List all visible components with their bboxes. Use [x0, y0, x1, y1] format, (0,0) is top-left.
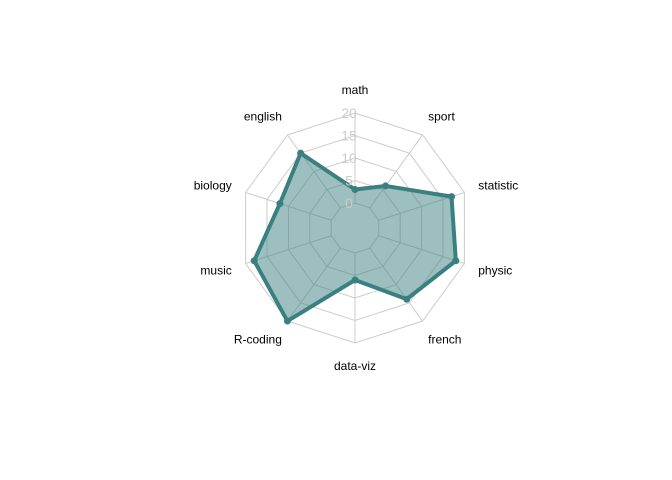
- tick-label: 10: [341, 150, 357, 166]
- tick-label: 0: [345, 195, 353, 211]
- data-point-music: [250, 257, 258, 265]
- data-point-R-coding: [283, 317, 291, 325]
- axis-label-math: math: [342, 83, 369, 97]
- data-point-biology: [276, 200, 284, 208]
- axis-label-statistic: statistic: [478, 178, 518, 192]
- data-point-math: [351, 186, 359, 193]
- data-point-data-viz: [351, 276, 359, 284]
- axis-label-french: french: [428, 333, 461, 347]
- axis-label-sport: sport: [428, 109, 455, 123]
- axis-label-R-coding: R-coding: [234, 333, 282, 347]
- data-point-physic: [452, 257, 460, 265]
- data-point-statistic: [448, 193, 456, 201]
- axis-label-english: english: [244, 109, 282, 123]
- tick-label: 20: [341, 105, 357, 121]
- data-point-english: [297, 149, 305, 157]
- axis-label-music: music: [200, 264, 231, 278]
- tick-label: 15: [341, 128, 357, 144]
- data-point-french: [403, 295, 411, 303]
- axis-label-physic: physic: [478, 264, 512, 278]
- data-point-sport: [382, 182, 390, 190]
- tick-label: 5: [345, 173, 353, 189]
- axis-label-biology: biology: [194, 178, 232, 192]
- axis-label-data-viz: data-viz: [334, 359, 376, 373]
